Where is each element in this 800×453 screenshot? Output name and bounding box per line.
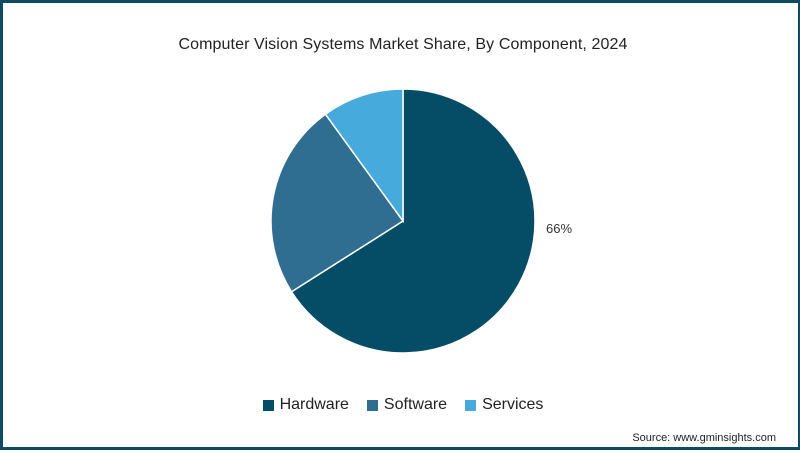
- pie-chart: [270, 88, 536, 354]
- legend-item-services[interactable]: Services: [465, 396, 543, 414]
- source-note: Source: www.gminsights.com: [632, 432, 776, 444]
- legend: Hardware Software Services: [3, 396, 800, 414]
- chart-title: Computer Vision Systems Market Share, By…: [178, 36, 628, 53]
- software-swatch-icon: [366, 399, 378, 411]
- hardware-swatch-icon: [262, 399, 274, 411]
- pie-slice-services[interactable]: [324, 88, 404, 224]
- legend-label-hardware: Hardware: [279, 396, 349, 413]
- pie-slice-software[interactable]: [270, 113, 405, 293]
- legend-item-software[interactable]: Software: [366, 396, 448, 414]
- legend-label-services: Services: [482, 396, 544, 413]
- legend-label-software: Software: [383, 396, 448, 413]
- services-swatch-icon: [465, 399, 477, 411]
- hardware-data-label: 66%: [546, 221, 573, 236]
- pie-slice-hardware[interactable]: [290, 88, 536, 354]
- legend-item-hardware[interactable]: Hardware: [262, 396, 349, 414]
